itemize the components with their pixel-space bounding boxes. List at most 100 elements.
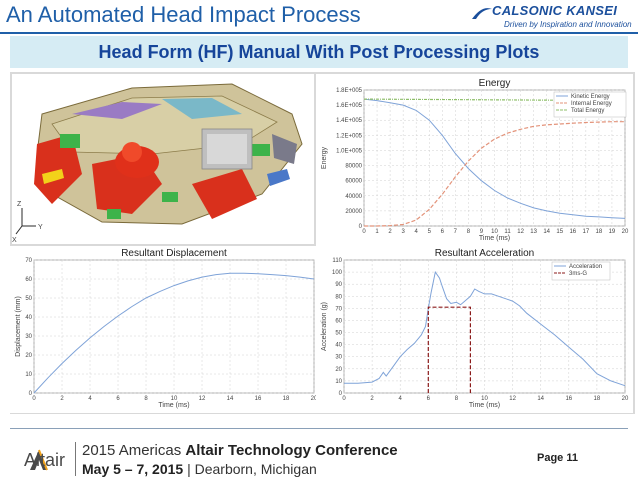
x-tick-label: 12	[509, 396, 516, 402]
triad-y-label: Y	[38, 224, 43, 231]
x-tick-label: 18	[596, 229, 603, 235]
y-tick-label: 70	[25, 258, 32, 264]
x-tick-label: 0	[362, 229, 366, 235]
x-tick-label: 8	[455, 396, 459, 402]
x-tick-label: 4	[399, 396, 403, 402]
x-tick-label: 14	[537, 396, 544, 402]
y-tick-label: 70	[335, 306, 342, 312]
triad-z-label: Z	[17, 201, 22, 208]
y-tick-label: 1.0E+005	[336, 148, 363, 154]
legend-entry: Acceleration	[569, 264, 602, 270]
y-tick-label: 1.6E+005	[336, 103, 363, 109]
x-tick-label: 3	[401, 229, 405, 235]
x-tick-label: 20	[622, 229, 629, 235]
x-tick-label: 5	[428, 229, 432, 235]
y-tick-label: 1.4E+005	[336, 118, 363, 124]
x-tick-label: 2	[388, 229, 392, 235]
x-tick-label: 16	[565, 396, 572, 402]
y-tick-label: 60	[335, 318, 342, 324]
y-tick-label: 30	[25, 334, 32, 340]
legend-box	[551, 261, 611, 281]
x-tick-label: 0	[342, 396, 346, 402]
x-tick-label: 4	[88, 396, 92, 402]
x-tick-label: 7	[454, 229, 458, 235]
x-tick-label: 0	[32, 396, 36, 402]
conference-prefix: 2015 Americas	[82, 442, 186, 459]
x-tick-label: 14	[227, 396, 234, 402]
displacement-chart: Resultant Displacement 0 2 4 6 8 10 12 14 16 18 20 0…	[10, 246, 322, 413]
x-tick-label: 2	[370, 396, 374, 402]
dashboard-model-image: Z Y X	[12, 83, 303, 244]
legend-entry: Internal Energy	[571, 101, 612, 107]
energy-chart: Energy 0 1 2 3 4 5 6 7 8 9 10 11 12 13 14 15 16 17 18 19 20 0 2…	[316, 74, 633, 246]
y-tick-label: 0	[359, 224, 363, 230]
x-tick-label: 20	[622, 396, 629, 402]
y-axis-label: Acceleration (g)	[321, 302, 328, 351]
chart-title: Resultant Displacement	[121, 248, 227, 259]
conference-dates-location: May 5 – 7, 2015 | Dearborn, Michigan	[82, 461, 317, 477]
y-tick-label: 50	[25, 296, 32, 302]
legend-entry: Total Energy	[571, 108, 604, 114]
x-tick-label: 10	[481, 396, 488, 402]
x-tick-label: 8	[144, 396, 148, 402]
y-axis-label: Displacement (mm)	[15, 296, 22, 357]
conference-location: | Dearborn, Michigan	[183, 461, 317, 477]
y-tick-label: 1.2E+005	[336, 133, 363, 139]
y-tick-label: 90	[335, 282, 342, 288]
axis-triad: Z Y X	[12, 201, 43, 244]
y-tick-label: 110	[332, 258, 342, 264]
y-tick-label: 0	[29, 391, 33, 397]
x-tick-label: 10	[171, 396, 178, 402]
x-tick-label: 15	[556, 229, 563, 235]
x-tick-label: 13	[530, 229, 537, 235]
legend-entry: Kinetic Energy	[571, 94, 610, 100]
logo-tagline: Driven by Inspiration and Innovation	[504, 20, 632, 29]
x-tick-label: 17	[583, 229, 590, 235]
logo-name: CALSONIC KANSEI	[492, 3, 618, 18]
legend-entry: 3ms-G	[569, 271, 587, 277]
y-tick-label: 1.8E+005	[336, 88, 363, 94]
footer-separator	[75, 442, 76, 476]
x-tick-label: 12	[517, 229, 524, 235]
content-panel: Z Y X Energy 0 1 2 3 4 5 6 7 8 9 10 11 12 13 14 15 16 17 18…	[10, 72, 635, 414]
y-tick-label: 0	[339, 391, 343, 397]
x-axis-label: Time (ms)	[479, 235, 510, 242]
series-line-3ms-g	[427, 306, 471, 393]
series-line-acceleration	[344, 270, 626, 387]
y-tick-label: 40	[335, 343, 342, 349]
triad-x-label: X	[12, 237, 17, 244]
footer-divider	[10, 428, 628, 429]
x-tick-label: 18	[594, 396, 601, 402]
x-tick-label: 6	[116, 396, 120, 402]
x-tick-label: 1	[375, 229, 379, 235]
conference-title: 2015 Americas Altair Technology Conferen…	[82, 442, 398, 459]
x-tick-label: 19	[609, 229, 616, 235]
x-tick-label: 4	[415, 229, 419, 235]
y-tick-label: 60000	[345, 179, 362, 185]
x-tick-label: 12	[199, 396, 206, 402]
x-tick-label: 16	[255, 396, 262, 402]
y-tick-label: 20000	[345, 209, 362, 215]
x-tick-label: 9	[480, 229, 484, 235]
x-tick-label: 14	[543, 229, 550, 235]
conference-name: Altair Technology Conference	[185, 442, 398, 459]
y-tick-label: 80	[335, 294, 342, 300]
altair-brand: Altair	[24, 450, 66, 470]
x-tick-label: 20	[311, 396, 318, 402]
x-tick-label: 8	[467, 229, 471, 235]
series-line-kinetic-energy	[363, 98, 626, 219]
plot-frame	[343, 259, 626, 394]
y-tick-label: 40	[25, 315, 32, 321]
x-tick-label: 11	[504, 229, 511, 235]
y-tick-label: 10	[25, 372, 32, 378]
chart-title: Energy	[479, 78, 511, 89]
subtitle-banner: Head Form (HF) Manual With Post Processi…	[10, 36, 628, 68]
y-axis-label: Energy	[321, 146, 328, 169]
series-line-series-0	[33, 272, 315, 394]
x-tick-label: 6	[427, 396, 431, 402]
series-line-internal-energy	[364, 121, 625, 227]
dashboard-model-view: Z Y X	[12, 74, 314, 244]
x-tick-label: 6	[441, 229, 445, 235]
y-tick-label: 80000	[345, 164, 362, 170]
x-tick-label: 10	[491, 229, 498, 235]
